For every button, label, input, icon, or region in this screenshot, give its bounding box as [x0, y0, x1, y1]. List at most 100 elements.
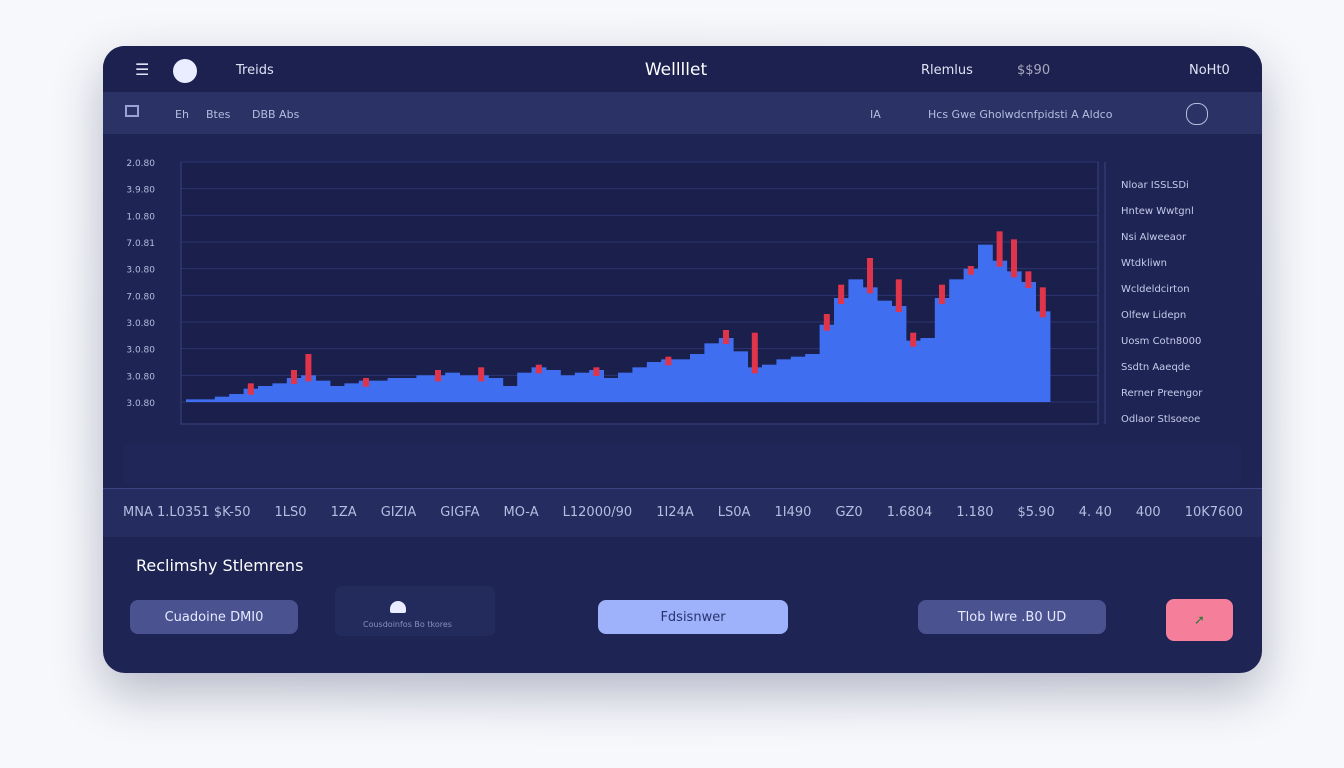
candle: [910, 332, 917, 347]
bar: [560, 375, 576, 402]
candle: [535, 364, 542, 374]
bar: [762, 364, 777, 402]
app-title: Wellllet: [644, 60, 708, 80]
bar: [1021, 282, 1036, 402]
side-item[interactable]: Ssdtn Aaeqde: [1121, 362, 1191, 373]
bar: [790, 356, 806, 402]
candle: [1025, 271, 1032, 288]
side-item[interactable]: Rerner Preengor: [1121, 388, 1203, 399]
bar: [618, 372, 633, 402]
toolbar-item[interactable]: Eh: [175, 108, 189, 121]
ticker-item: 4. 40: [1078, 505, 1112, 520]
y-tick-label: 1.0.80: [126, 212, 155, 222]
candle: [435, 370, 441, 382]
bar: [214, 396, 230, 402]
toolbar-icon[interactable]: [125, 105, 139, 117]
action-button[interactable]: ➚: [1166, 599, 1233, 641]
button[interactable]: Cuadoine DMI0: [130, 600, 298, 634]
toolbar-item[interactable]: Btes: [206, 108, 231, 121]
bar: [906, 340, 921, 402]
button[interactable]: Tlob Iwre .B0 UD: [918, 600, 1106, 634]
ticker-item: 1I490: [774, 505, 812, 520]
bar: [502, 386, 518, 402]
ticker-item: MO-A: [503, 505, 539, 520]
side-item[interactable]: Wtdkliwn: [1121, 258, 1168, 269]
bar: [963, 268, 979, 402]
bar: [186, 399, 201, 402]
ticker-item: 1.180: [956, 505, 994, 520]
candle: [823, 314, 830, 331]
ticker-item: 10K7600: [1184, 505, 1243, 520]
bar: [718, 338, 734, 402]
y-tick-label: 7.0.81: [126, 239, 155, 249]
ticker-item: GZ0: [835, 505, 863, 520]
chart: 3.0.80 3.0.80 3.0.80 3.0.80 7.0.80 3.0.80 7.0.…: [123, 159, 1241, 484]
bar: [819, 324, 835, 402]
ticker-item: GIGFA: [440, 505, 480, 520]
panel: [335, 586, 495, 636]
candle: [996, 231, 1003, 267]
bar: [632, 367, 648, 402]
bar: [992, 260, 1008, 402]
candle: [363, 378, 369, 387]
nav-link[interactable]: NoHt0: [1189, 63, 1230, 78]
y-tick-label: 3.0.80: [126, 319, 155, 329]
bar: [747, 367, 763, 402]
y-tick-label: 3.0.80: [126, 266, 155, 276]
candle: [895, 279, 902, 312]
bar: [416, 375, 432, 402]
side-item[interactable]: Hntew Wwtgnl: [1121, 206, 1194, 217]
bar: [675, 359, 691, 402]
button[interactable]: Fdsisnwer: [598, 600, 788, 634]
side-item[interactable]: Nsi Alweeaor: [1121, 232, 1187, 243]
side-item[interactable]: Nloar ISSLSDi: [1121, 180, 1189, 191]
section-title: Reclimshy Stlemrens: [136, 556, 304, 575]
bar: [286, 378, 302, 402]
candle: [1039, 287, 1046, 318]
bar: [603, 378, 619, 402]
candle: [967, 266, 974, 275]
side-item[interactable]: Olfew Lidepn: [1121, 310, 1187, 321]
bar: [474, 375, 489, 402]
bar: [920, 338, 936, 402]
side-item[interactable]: Uosm Cotn8000: [1121, 336, 1202, 347]
ticker-item: 1I24A: [656, 505, 694, 520]
bar: [373, 380, 388, 402]
y-tick-label: 2.0.80: [126, 159, 155, 169]
y-tick-label: 3.0.80: [126, 372, 155, 382]
y-tick-label: 7.0.80: [126, 292, 155, 302]
nav-link[interactable]: $$90: [1017, 63, 1051, 78]
toolbar-item[interactable]: Hcs Gwe Gholwdcnfpidsti A Aldco: [928, 108, 1113, 121]
bar: [387, 378, 403, 402]
side-item[interactable]: Odlaor Stlsoeoe: [1121, 414, 1201, 425]
nav-link[interactable]: Rlemlus: [921, 63, 973, 78]
bar: [1035, 311, 1051, 402]
bar: [243, 388, 259, 402]
bar: [531, 367, 547, 402]
bar: [358, 380, 374, 402]
bar: [445, 372, 460, 402]
ticker: MNA 1.L0351 $K-50 1LS0 1ZA GIZIA GIGFA MO-A L1…: [123, 505, 1243, 520]
ticker-item: L12000/90: [562, 505, 633, 520]
ticker-item: LS0A: [717, 505, 751, 520]
bar: [488, 378, 504, 402]
bar: [272, 383, 288, 402]
candle: [838, 284, 845, 304]
icon: [390, 601, 406, 613]
avatar[interactable]: [1186, 103, 1208, 125]
menu-icon[interactable]: ☰: [135, 60, 150, 79]
panel-note: Cousdoinfos Bo tkores: [363, 620, 452, 629]
toolbar-item[interactable]: DBB Abs: [252, 108, 300, 121]
candle: [751, 332, 758, 374]
app-window: ☰ Treids Wellllet Rlemlus $$90 NoHt0 Eh …: [103, 46, 1262, 673]
candle: [291, 370, 297, 384]
ticker-item: 400: [1135, 505, 1161, 520]
side-item[interactable]: Wcldeldcirton: [1121, 284, 1190, 295]
bar: [848, 279, 864, 402]
ticker-item: $5.90: [1017, 505, 1055, 520]
toolbar-item[interactable]: IA: [870, 108, 881, 121]
menu-link[interactable]: Treids: [236, 63, 274, 78]
ticker-item: 1.6804: [886, 505, 933, 520]
logo[interactable]: [173, 59, 197, 83]
bar: [891, 306, 907, 402]
